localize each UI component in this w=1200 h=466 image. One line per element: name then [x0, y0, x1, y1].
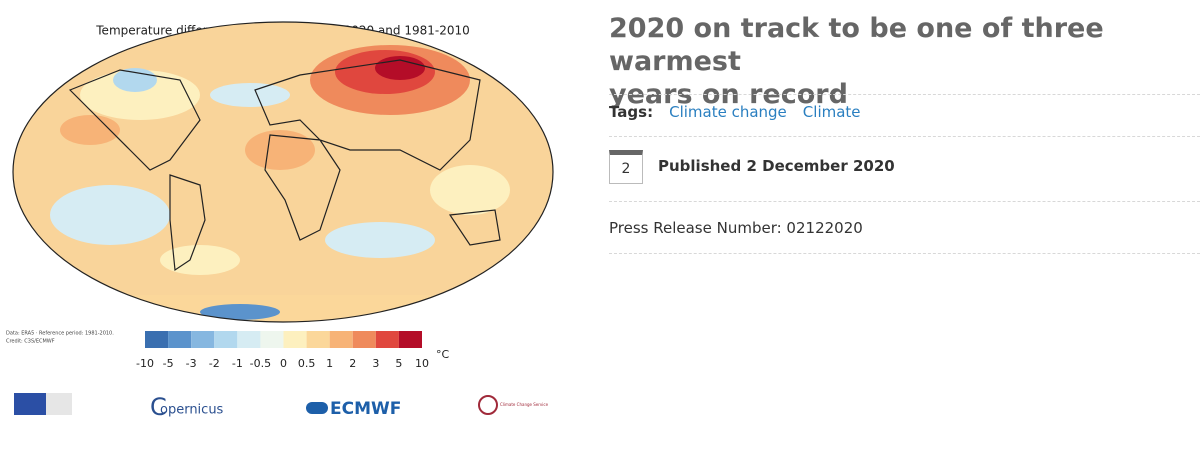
colorbar-label: -5 — [163, 357, 174, 370]
colorbar-label: -1 — [232, 357, 243, 370]
logo-copernicus: opernicus — [160, 403, 224, 418]
svg-text:C: C — [150, 393, 167, 421]
divider — [609, 253, 1200, 254]
colorbar-label: 0.5 — [298, 357, 316, 370]
tag-link[interactable]: Climate change — [669, 103, 787, 121]
colorbar-label: 10 — [415, 357, 429, 370]
colorbar-unit: °C — [436, 348, 450, 361]
colorbar-label: 0 — [280, 357, 287, 370]
colorbar-segment — [375, 331, 399, 348]
press-release: Press Release Number: 02122020 — [609, 219, 863, 237]
tags: Tags: Climate change Climate — [609, 103, 861, 121]
colorbar-label: 2 — [349, 357, 356, 370]
colorbar-segment — [168, 331, 192, 348]
calendar-icon: 2 — [609, 150, 643, 184]
divider — [609, 94, 1200, 95]
logo-c3s: Climate Change Service — [500, 402, 549, 407]
colorbar-label: -10 — [136, 357, 154, 370]
colorbar-label: 3 — [372, 357, 379, 370]
colorbar-segment — [237, 331, 261, 348]
colorbar-segment — [306, 331, 330, 348]
published: Published 2 December 2020 — [658, 157, 895, 175]
article-title: 2020 on track to be one of three warmest… — [609, 12, 1189, 111]
divider — [609, 201, 1200, 202]
map-figure: Temperature difference between Jan-Oct 2… — [6, 21, 554, 421]
published-label: Published — [658, 157, 742, 175]
colorbar: -10 -5 -3 -2 -1 -0.5 0 0.5 1 2 3 5 10 °C — [136, 331, 450, 370]
colorbar-label: -0.5 — [250, 357, 271, 370]
credit: Data: ERA5 · Reference period: 1981-2010… — [6, 331, 114, 337]
map — [13, 22, 553, 322]
credit: Credit: C3S/ECMWF — [6, 339, 55, 345]
colorbar-segment — [283, 331, 307, 348]
colorbar-segment — [260, 331, 284, 348]
colorbar-label: 5 — [395, 357, 402, 370]
colorbar-segment — [398, 331, 422, 348]
tags-label: Tags: — [609, 103, 654, 121]
colorbar-segment — [214, 331, 238, 348]
colorbar-segment — [145, 331, 169, 348]
published-date: 2 December 2020 — [746, 157, 895, 175]
colorbar-segment — [352, 331, 376, 348]
colorbar-segment — [191, 331, 215, 348]
divider — [609, 136, 1200, 137]
colorbar-label: -2 — [209, 357, 220, 370]
logo-ecmwf: ECMWF — [330, 399, 401, 419]
colorbar-label: -3 — [186, 357, 197, 370]
title-line: 2020 on track to be one of three warmest — [609, 13, 1104, 77]
colorbar-segment — [329, 331, 353, 348]
colorbar-label: 1 — [326, 357, 333, 370]
eu-flag — [14, 393, 46, 415]
tag-link[interactable]: Climate — [802, 103, 861, 121]
